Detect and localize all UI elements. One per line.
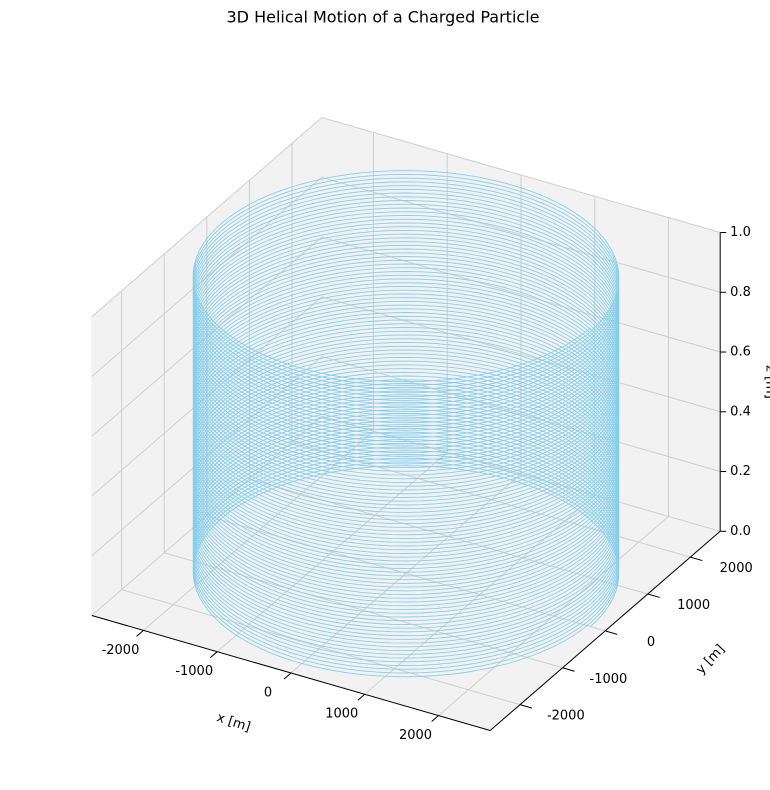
tick-mark bbox=[647, 593, 660, 598]
y-tick-label: -2000 bbox=[547, 709, 585, 724]
y-axis bbox=[489, 530, 721, 731]
y-tick-label: 1000 bbox=[677, 598, 710, 613]
tick-mark bbox=[690, 556, 703, 562]
tick-mark bbox=[605, 630, 618, 635]
x-axis-label: x [m] bbox=[215, 710, 253, 735]
y-axis-label: y [m] bbox=[693, 642, 728, 678]
x-tick-label: 0 bbox=[264, 685, 272, 700]
tick-mark bbox=[519, 704, 533, 709]
z-tick-label: 0.4 bbox=[730, 404, 751, 419]
x-tick-label: 2000 bbox=[399, 728, 432, 743]
grid-line bbox=[91, 355, 721, 557]
grid-line bbox=[91, 176, 721, 377]
x-tick-label: 1000 bbox=[325, 707, 358, 722]
y-tick-label: 0 bbox=[647, 635, 655, 650]
tick-mark bbox=[210, 651, 218, 659]
y-tick-label: -1000 bbox=[590, 672, 628, 687]
z-tick-label: 1.0 bbox=[730, 225, 751, 240]
grid-line bbox=[91, 296, 721, 497]
z-axis-label: z [m] bbox=[763, 365, 770, 399]
x-axis bbox=[91, 615, 491, 731]
tick-mark bbox=[136, 630, 144, 637]
x-tick-label: -1000 bbox=[175, 664, 213, 679]
chart-title: 3D Helical Motion of a Charged Particle bbox=[227, 8, 540, 27]
grid-line bbox=[91, 116, 721, 318]
z-tick-label: 0.6 bbox=[730, 345, 751, 360]
z-tick-label: 0.2 bbox=[730, 464, 751, 479]
helix-path bbox=[192, 170, 620, 678]
tick-mark bbox=[357, 693, 366, 701]
tick-mark bbox=[431, 715, 439, 722]
z-tick-label: 0.0 bbox=[730, 524, 751, 539]
grid-line bbox=[91, 415, 721, 616]
x-tick-label: -2000 bbox=[102, 643, 140, 658]
tick-mark bbox=[562, 667, 575, 672]
tick-mark bbox=[283, 672, 292, 680]
y-tick-label: 2000 bbox=[720, 561, 753, 576]
z-tick-label: 0.8 bbox=[730, 285, 751, 300]
grid-line bbox=[91, 236, 721, 437]
